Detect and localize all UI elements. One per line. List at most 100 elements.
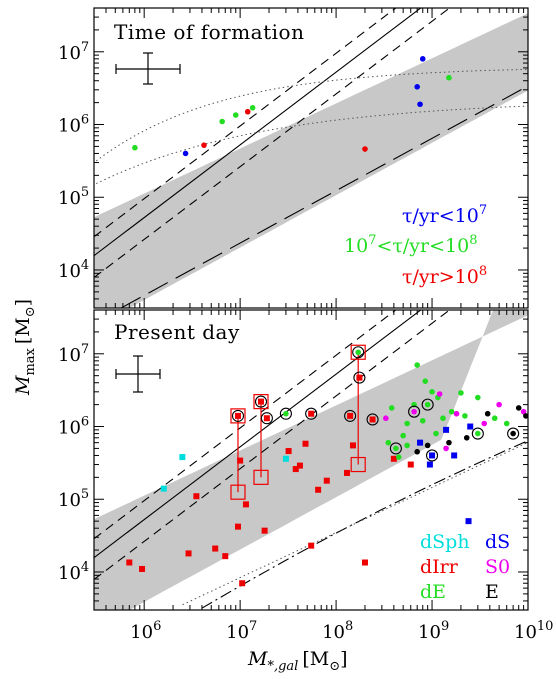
panel-time-of-formation: 104 105 106 107 Time of formation τ/yr<107 1…	[58, 7, 529, 309]
point-E	[446, 439, 452, 446]
point-dIrr	[349, 442, 356, 449]
point-S0	[411, 408, 417, 415]
point-dE	[283, 410, 289, 417]
dashed-line-upper	[94, 310, 397, 540]
x-tick-label: 109	[418, 619, 449, 643]
point-dIrr	[237, 457, 244, 464]
model-lines	[94, 8, 528, 308]
legend-entry-dSph: dSph	[420, 531, 470, 553]
x-tick-label: 1010	[514, 619, 553, 643]
point-dE	[440, 415, 446, 422]
x-tick-exponent: 6	[153, 619, 161, 634]
point-dIrr	[257, 398, 264, 405]
point-dE	[395, 454, 402, 460]
circled-point-ring	[254, 395, 268, 408]
y-tick-exponent: 5	[81, 487, 89, 502]
y-tick-label: 105	[58, 487, 89, 511]
highlight-box-bottom	[253, 469, 269, 485]
point-dS	[465, 518, 472, 525]
point-S0	[481, 420, 488, 427]
y-tick-label: 104	[58, 258, 89, 282]
legend-entry-E: E	[485, 581, 499, 603]
point-E	[424, 442, 431, 449]
point-dS	[429, 452, 436, 459]
highlight-box-top	[230, 408, 246, 424]
point-E	[523, 413, 528, 419]
point-S0	[443, 445, 449, 452]
point-dIrr	[296, 462, 303, 469]
x-tick-exponent: 8	[345, 619, 353, 634]
highlight-box-top	[350, 344, 366, 360]
circled-point-ring	[425, 449, 439, 462]
x-tick-label: 106	[130, 619, 161, 643]
point-blue	[419, 56, 426, 62]
y-tick-exponent: 6	[81, 113, 89, 128]
point-green	[232, 112, 239, 118]
y-tick-label: 106	[58, 113, 89, 137]
x-tick-exponent: 10	[537, 619, 554, 634]
legend-entry-dE: dE	[420, 581, 446, 603]
point-dIrr	[126, 559, 133, 566]
point-dS	[426, 461, 433, 468]
y-tick-exponent: 4	[81, 560, 89, 575]
legend: τ/yr<107 107<τ/yr<108 τ/yr>108	[344, 203, 487, 288]
y-tick-label: 106	[58, 415, 89, 439]
circled-point-ring	[421, 398, 434, 411]
circled-point-ring	[507, 427, 520, 440]
point-dE	[385, 439, 392, 446]
x-tick-label: 108	[322, 619, 353, 643]
point-dE	[433, 430, 439, 437]
legend-entry-dIrr: dIrr	[420, 556, 459, 578]
point-dSph	[160, 485, 167, 492]
dash-dot-line	[201, 440, 528, 609]
error-bar-icon	[115, 52, 181, 85]
point-dIrr	[212, 545, 219, 552]
y-tick-exponent: 6	[81, 415, 89, 430]
point-dIrr	[285, 448, 292, 455]
y-tick-label: 107	[58, 40, 89, 64]
point-dIrr	[407, 461, 414, 468]
legend-entry: τ/yr<107	[402, 203, 487, 227]
point-dIrr	[323, 477, 330, 484]
point-dIrr	[185, 550, 192, 557]
legend-entry-dS: dS	[485, 531, 510, 553]
point-dIrr	[369, 416, 376, 423]
highlight-box-top	[253, 394, 269, 410]
shaded-band	[94, 310, 528, 610]
y-tick-exponent: 7	[81, 40, 89, 55]
panel-title: Time of formation	[114, 20, 304, 44]
panel-frame	[93, 309, 529, 611]
dotted-curve	[182, 441, 528, 606]
highlight-box-bottom	[350, 456, 366, 473]
dotted-curve	[95, 105, 528, 185]
point-green	[219, 118, 225, 125]
circled-point-ring	[231, 409, 245, 422]
circled-point-ring	[471, 427, 484, 440]
x-tick-exponent: 7	[249, 619, 257, 634]
point-S0	[383, 415, 389, 422]
y-tick-label: 107	[58, 342, 89, 366]
circled-point-ring	[305, 407, 318, 420]
point-dS	[467, 423, 474, 430]
solid-line	[94, 310, 422, 559]
point-dIrr	[263, 415, 270, 422]
point-dE	[355, 349, 361, 356]
point-dIrr	[361, 559, 368, 566]
panel-title: Present day	[114, 320, 240, 344]
point-dIrr	[193, 493, 200, 500]
point-dE	[475, 430, 481, 437]
circled-point-ring	[352, 346, 365, 359]
point-dIrr	[234, 412, 241, 419]
point-dS	[417, 439, 424, 446]
long-dashed-line	[119, 85, 528, 308]
circled-point-ring	[279, 407, 292, 420]
point-dIrr	[222, 553, 229, 560]
y-tick-label: 104	[58, 560, 89, 584]
point-dE	[422, 378, 429, 384]
point-dIrr	[315, 486, 322, 493]
point-dE	[388, 405, 395, 411]
point-dIrr	[292, 466, 299, 473]
y-tick-label: 105	[58, 185, 89, 209]
point-red	[244, 108, 251, 115]
